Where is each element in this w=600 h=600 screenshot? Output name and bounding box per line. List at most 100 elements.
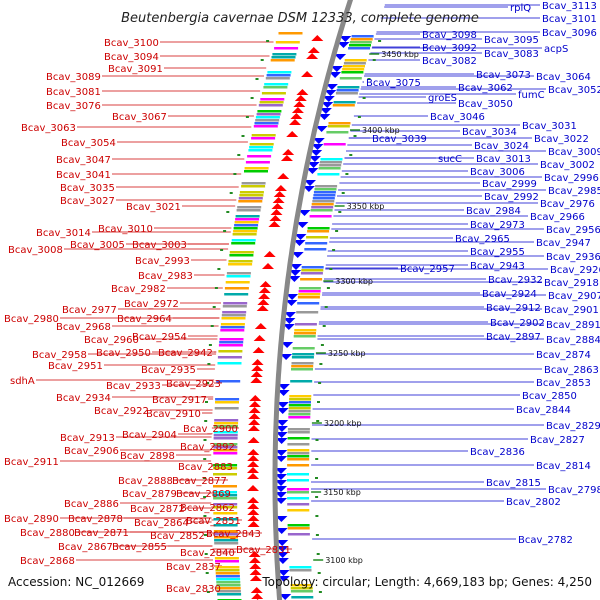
gene-label-right[interactable]: Bcav_3022 [534,134,589,145]
gene-label-right[interactable]: Bcav_2802 [506,497,561,508]
gene-label-right[interactable]: Bcav_2999 [482,179,537,190]
gene-label-left[interactable]: Bcav_2972 [124,299,179,310]
gene-label-left[interactable]: Bcav_3005 [70,240,125,251]
gene-label-left[interactable]: Bcav_2900 [183,424,238,435]
gene-label-right[interactable]: Bcav_2815 [486,478,541,489]
gene-label-right[interactable]: Bcav_2798 [548,485,600,496]
gene-label-right[interactable]: Bcav_2976 [540,199,595,210]
gene-label-right[interactable]: Bcav_2829 [546,421,600,432]
gene-label-right[interactable]: Bcav_2965 [455,234,510,245]
gene-label-right[interactable]: Bcav_3034 [462,127,517,138]
gene-label-right[interactable]: Bcav_2850 [522,391,577,402]
gene-label-right[interactable]: Bcav_2984 [466,206,521,217]
gene-label-left[interactable]: Bcav_3067 [112,112,167,123]
gene-label-right[interactable]: Bcav_2947 [536,238,591,249]
gene-label-right[interactable]: Bcav_2996 [544,173,599,184]
gene-label-right[interactable]: Bcav_3073 [476,70,531,81]
gene-label-left[interactable]: Bcav_2913 [60,433,115,444]
gene-label-right[interactable]: Bcav_2853 [536,378,591,389]
gene-label-right[interactable]: Bcav_2932 [488,275,543,286]
gene-label-right[interactable]: Bcav_2956 [546,225,600,236]
gene-label-left[interactable]: Bcav_2958 [32,350,87,361]
gene-label-right[interactable]: Bcav_2926 [550,265,600,276]
gene-label-right[interactable]: Bcav_3082 [422,56,477,67]
gene-label-left[interactable]: Bcav_2917 [152,395,207,406]
gene-label-right[interactable]: Bcav_3113 [542,1,597,12]
gene-label-right[interactable]: Bcav_2884 [546,335,600,346]
gene-label-left[interactable]: Bcav_3089 [46,72,101,83]
gene-label-right[interactable]: acpS [544,44,568,55]
gene-label-left[interactable]: Bcav_2922 [94,406,149,417]
gene-label-right[interactable]: Bcav_3098 [422,30,477,41]
gene-label-right[interactable]: fumC [518,90,545,101]
gene-label-right[interactable]: Bcav_2827 [530,435,585,446]
gene-label-right[interactable]: Bcav_3052 [548,85,600,96]
gene-label-left[interactable]: Bcav_2871 [74,528,129,539]
gene-label-right[interactable]: Bcav_2912 [486,303,541,314]
gene-label-right[interactable]: Bcav_3062 [458,83,513,94]
gene-label-left[interactable]: Bcav_3003 [132,240,187,251]
gene-label-right[interactable]: Bcav_2955 [470,247,525,258]
gene-label-left[interactable]: Bcav_2855 [112,542,167,553]
gene-label-left[interactable]: Bcav_2886 [64,499,119,510]
gene-label-left[interactable]: Bcav_3094 [104,52,159,63]
gene-label-right[interactable]: Bcav_3095 [484,35,539,46]
gene-label-right[interactable]: rplQ [510,3,531,14]
gene-label-left[interactable]: Bcav_2852 [150,531,205,542]
gene-label-left[interactable]: Bcav_2888 [118,476,173,487]
gene-label-left[interactable]: Bcav_3021 [126,202,181,213]
gene-label-left[interactable]: Bcav_2851 [186,516,241,527]
gene-label-left[interactable]: Bcav_3076 [46,101,101,112]
gene-label-right[interactable]: Bcav_3046 [430,112,485,123]
gene-label-right[interactable]: Bcav_2966 [530,212,585,223]
gene-label-right[interactable]: Bcav_3039 [372,134,427,145]
gene-label-right[interactable]: Bcav_2936 [546,252,600,263]
gene-label-left[interactable]: Bcav_3010 [98,224,153,235]
gene-label-left[interactable]: Bcav_2862 [180,503,235,514]
gene-label-left[interactable]: Bcav_2880 [20,528,75,539]
gene-label-left[interactable]: Bcav_3081 [46,87,101,98]
gene-label-left[interactable]: Bcav_2980 [4,314,59,325]
gene-label-left[interactable]: Bcav_2983 [138,271,193,282]
gene-label-left[interactable]: Bcav_2911 [4,457,59,468]
gene-label-left[interactable]: Bcav_2868 [20,556,75,567]
gene-label-left[interactable]: Bcav_2942 [158,348,213,359]
gene-label-left[interactable]: sdhA [10,376,35,387]
gene-label-right[interactable]: Bcav_2924 [482,289,537,300]
gene-label-right[interactable]: Bcav_2863 [544,365,599,376]
gene-label-left[interactable]: Bcav_3063 [21,123,76,134]
gene-label-left[interactable]: Bcav_2864 [134,518,189,529]
gene-label-right[interactable]: Bcav_2874 [536,350,591,361]
gene-label-left[interactable]: Bcav_2843 [206,529,261,540]
gene-label-left[interactable]: Bcav_2968 [56,322,111,333]
gene-label-right[interactable]: Bcav_3096 [542,28,597,39]
gene-label-right[interactable]: Bcav_3092 [422,43,477,54]
gene-label-left[interactable]: Bcav_3027 [60,196,115,207]
gene-label-left[interactable]: Bcav_3014 [36,228,91,239]
gene-label-left[interactable]: Bcav_2879 [122,489,177,500]
gene-label-left[interactable]: Bcav_3008 [8,245,63,256]
gene-label-left[interactable]: Bcav_2831 [236,545,291,556]
gene-label-right[interactable]: Bcav_3064 [536,72,591,83]
gene-label-left[interactable]: Bcav_2950 [96,348,151,359]
gene-label-right[interactable]: Bcav_3050 [458,99,513,110]
gene-label-right[interactable]: Bcav_2918 [544,278,599,289]
gene-label-left[interactable]: Bcav_2877 [172,476,227,487]
gene-label-right[interactable]: Bcav_3009 [548,147,600,158]
gene-label-right[interactable]: Bcav_2836 [470,447,525,458]
gene-label-right[interactable]: Bcav_2985 [548,186,600,197]
gene-label-right[interactable]: Bcav_3101 [542,14,597,25]
gene-label-left[interactable]: Bcav_2910 [146,409,201,420]
gene-label-left[interactable]: Bcav_3091 [108,64,163,75]
gene-label-left[interactable]: Bcav_2933 [106,381,161,392]
gene-label-left[interactable]: Bcav_2906 [64,446,119,457]
gene-label-left[interactable]: Bcav_2934 [56,393,111,404]
gene-label-left[interactable]: Bcav_2867 [58,542,113,553]
gene-label-left[interactable]: Bcav_2840 [180,548,235,559]
gene-label-left[interactable]: Bcav_2878 [68,514,123,525]
gene-label-left[interactable]: Bcav_2898 [120,451,175,462]
gene-label-right[interactable]: Bcav_2891 [546,320,600,331]
gene-label-right[interactable]: Bcav_2902 [490,318,545,329]
gene-label-left[interactable]: Bcav_2892 [180,442,235,453]
gene-label-left[interactable]: Bcav_2923 [166,379,221,390]
